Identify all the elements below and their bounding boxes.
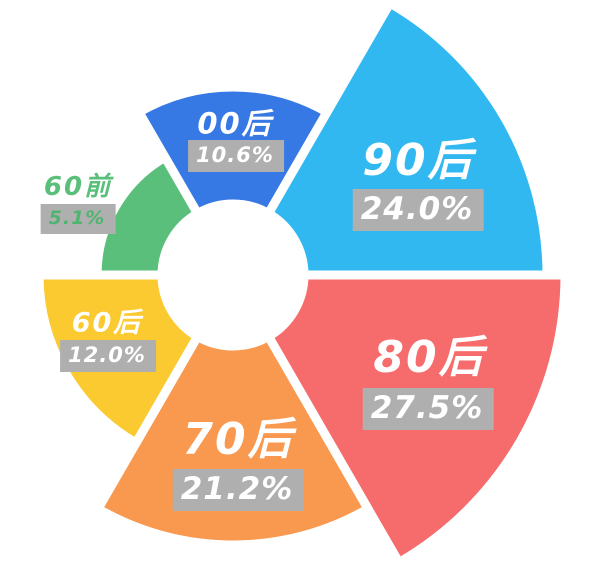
slice-pct-badge-1: 10.6%	[188, 140, 284, 172]
slice-pct-badge-5: 12.0%	[60, 340, 156, 372]
slice-title-2: 90后	[362, 135, 474, 186]
slice-pct-badge-3: 27.5%	[362, 388, 494, 430]
slice-pct-badge-6: 5.1%	[40, 204, 116, 234]
slice-title-3: 80后	[373, 332, 485, 383]
pie-slice-6[interactable]	[92, 152, 202, 280]
slice-title-1: 00后	[197, 106, 273, 141]
slice-title-6: 60前	[43, 172, 113, 202]
slice-pct-badge-2: 24.0%	[352, 189, 484, 231]
slice-title-4: 70后	[182, 414, 294, 465]
slice-title-5: 60后	[71, 307, 143, 339]
slice-pct-badge-4: 21.2%	[172, 469, 304, 511]
